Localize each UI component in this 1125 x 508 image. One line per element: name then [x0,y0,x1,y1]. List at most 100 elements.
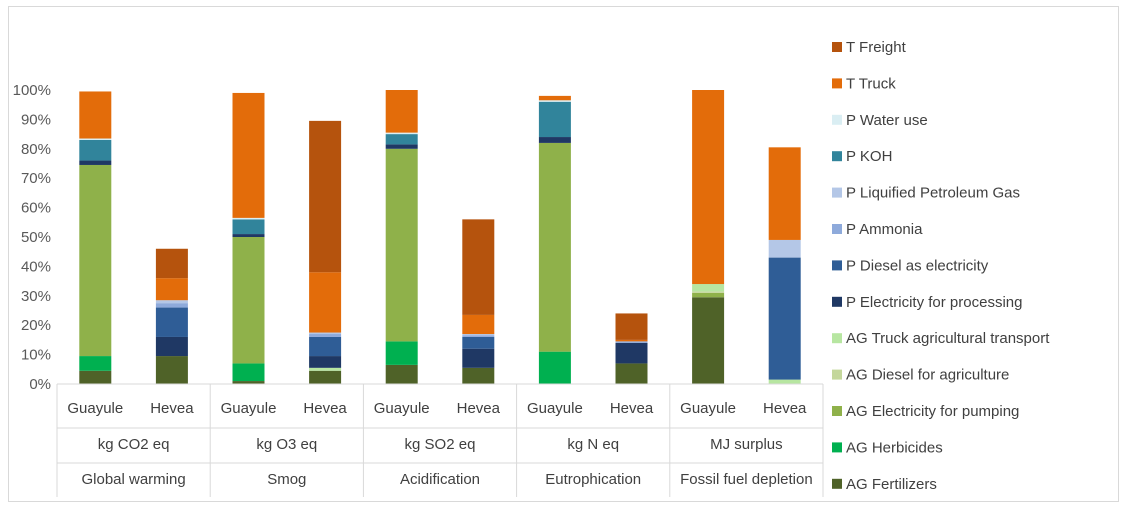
legend-swatch [832,369,842,380]
legend-swatch [832,78,842,89]
bar-segment [385,364,418,384]
x-tick-label: Hevea [303,400,347,417]
bar-segment [385,341,418,365]
bar-segment [232,92,265,218]
bar-segment [462,334,495,336]
x-tick-label: Guayule [374,400,430,417]
bar-segment [79,370,112,384]
x-tick-label: Hevea [457,400,501,417]
bar-segment [79,138,112,140]
x-tick-label: Guayule [67,400,123,417]
bar-segment [615,341,648,343]
legend-swatch [832,296,842,307]
legend-swatch [832,224,842,234]
bar-segment [538,351,571,384]
bar-segment [309,272,342,333]
bar-segment [155,356,188,384]
group-category-label: Smog [267,471,306,488]
y-tick-label: 0% [29,376,51,393]
category-labels-layer: Guayule Hevea Guayule Hevea Guayule Hevea Guay… [56,384,824,497]
bar-segment [538,95,571,101]
y-tick-label: 50% [21,229,51,246]
group-unit-label: kg O3 eq [256,436,317,453]
x-tick-label: Hevea [150,400,194,417]
bar-segment [79,356,112,371]
bar-segment [232,363,265,382]
group-category-label: Eutrophication [545,471,641,488]
bar-segment [79,164,112,357]
axis-layer: 0% 10% 20% 30% 40% 50% 60% 70% 80% 90% 100% [13,82,823,393]
bar-segment [462,335,495,337]
x-tick-label: Guayule [221,400,277,417]
legend-entry: T Freight [846,39,907,56]
legend-swatch [832,114,842,125]
bar-segment [232,381,265,384]
bar-segment [615,342,648,364]
bar-segment [768,379,801,384]
y-tick-label: 10% [21,347,51,364]
legend-entry: AG Diesel for agriculture [846,367,1009,384]
bar-segment [615,363,648,384]
legend-entry: P Ammonia [846,221,923,238]
x-tick-label: Guayule [680,400,736,417]
bar-segment [692,284,725,292]
bar-segment [309,334,342,337]
group-category-label: Acidification [400,471,480,488]
bar-segment [538,142,571,352]
bar-segment [155,248,188,279]
bar-segment [768,257,801,380]
legend-swatch [832,442,842,453]
group-category-label: Fossil fuel depletion [680,471,813,488]
legend-swatch [832,187,842,198]
bar-segment [692,297,725,384]
chart-frame: 0% 10% 20% 30% 40% 50% 60% 70% 80% 90% 100% Guayul… [8,6,1119,502]
legend-entry: P KOH [846,148,892,165]
group-unit-label: kg SO2 eq [405,436,476,453]
legend-swatch [832,478,842,489]
bars-layer [79,90,801,384]
bar-segment [462,367,495,384]
bar-segment [232,237,265,364]
bar-segment [462,336,495,349]
bar-segment [538,137,571,143]
bar-segment [309,356,342,368]
y-tick-label: 90% [21,111,51,128]
stacked-bar-chart: 0% 10% 20% 30% 40% 50% 60% 70% 80% 90% 100% Guayul… [13,39,1050,497]
bar-segment [79,139,112,161]
legend-entry: AG Fertilizers [846,476,937,493]
bar-segment [538,100,571,102]
y-tick-label: 100% [13,82,51,99]
y-tick-label: 60% [21,200,51,217]
group-category-label: Global warming [81,471,185,488]
bar-segment [385,90,418,133]
bar-segment [615,339,648,342]
bar-segment [232,219,265,235]
legend-entry: P Diesel as electricity [846,257,989,274]
bar-segment [692,291,725,293]
group-unit-label: MJ surplus [710,436,783,453]
y-tick-label: 70% [21,170,51,187]
bar-segment [309,332,342,335]
bar-segment [615,313,648,340]
legend-entry: T Truck [846,75,896,92]
bar-segment [462,348,495,368]
legend-entry: P Water use [846,112,928,129]
bar-segment [385,132,418,135]
bar-segment [155,300,188,304]
bar-segment [79,160,112,165]
group-unit-label: kg CO2 eq [98,436,170,453]
bar-segment [462,314,495,335]
y-tick-label: 20% [21,317,51,334]
legend-swatch [832,42,842,52]
legend-entry: AG Electricity for pumping [846,403,1019,420]
bar-segment [232,234,265,237]
bar-segment [155,303,188,308]
bar-segment [385,148,418,342]
bar-segment [692,292,725,298]
bar-segment [692,90,725,285]
y-tick-label: 30% [21,288,51,305]
bar-segment [538,101,571,138]
group-unit-label: kg N eq [567,436,619,453]
x-tick-label: Hevea [610,400,654,417]
legend-swatch [832,406,842,416]
